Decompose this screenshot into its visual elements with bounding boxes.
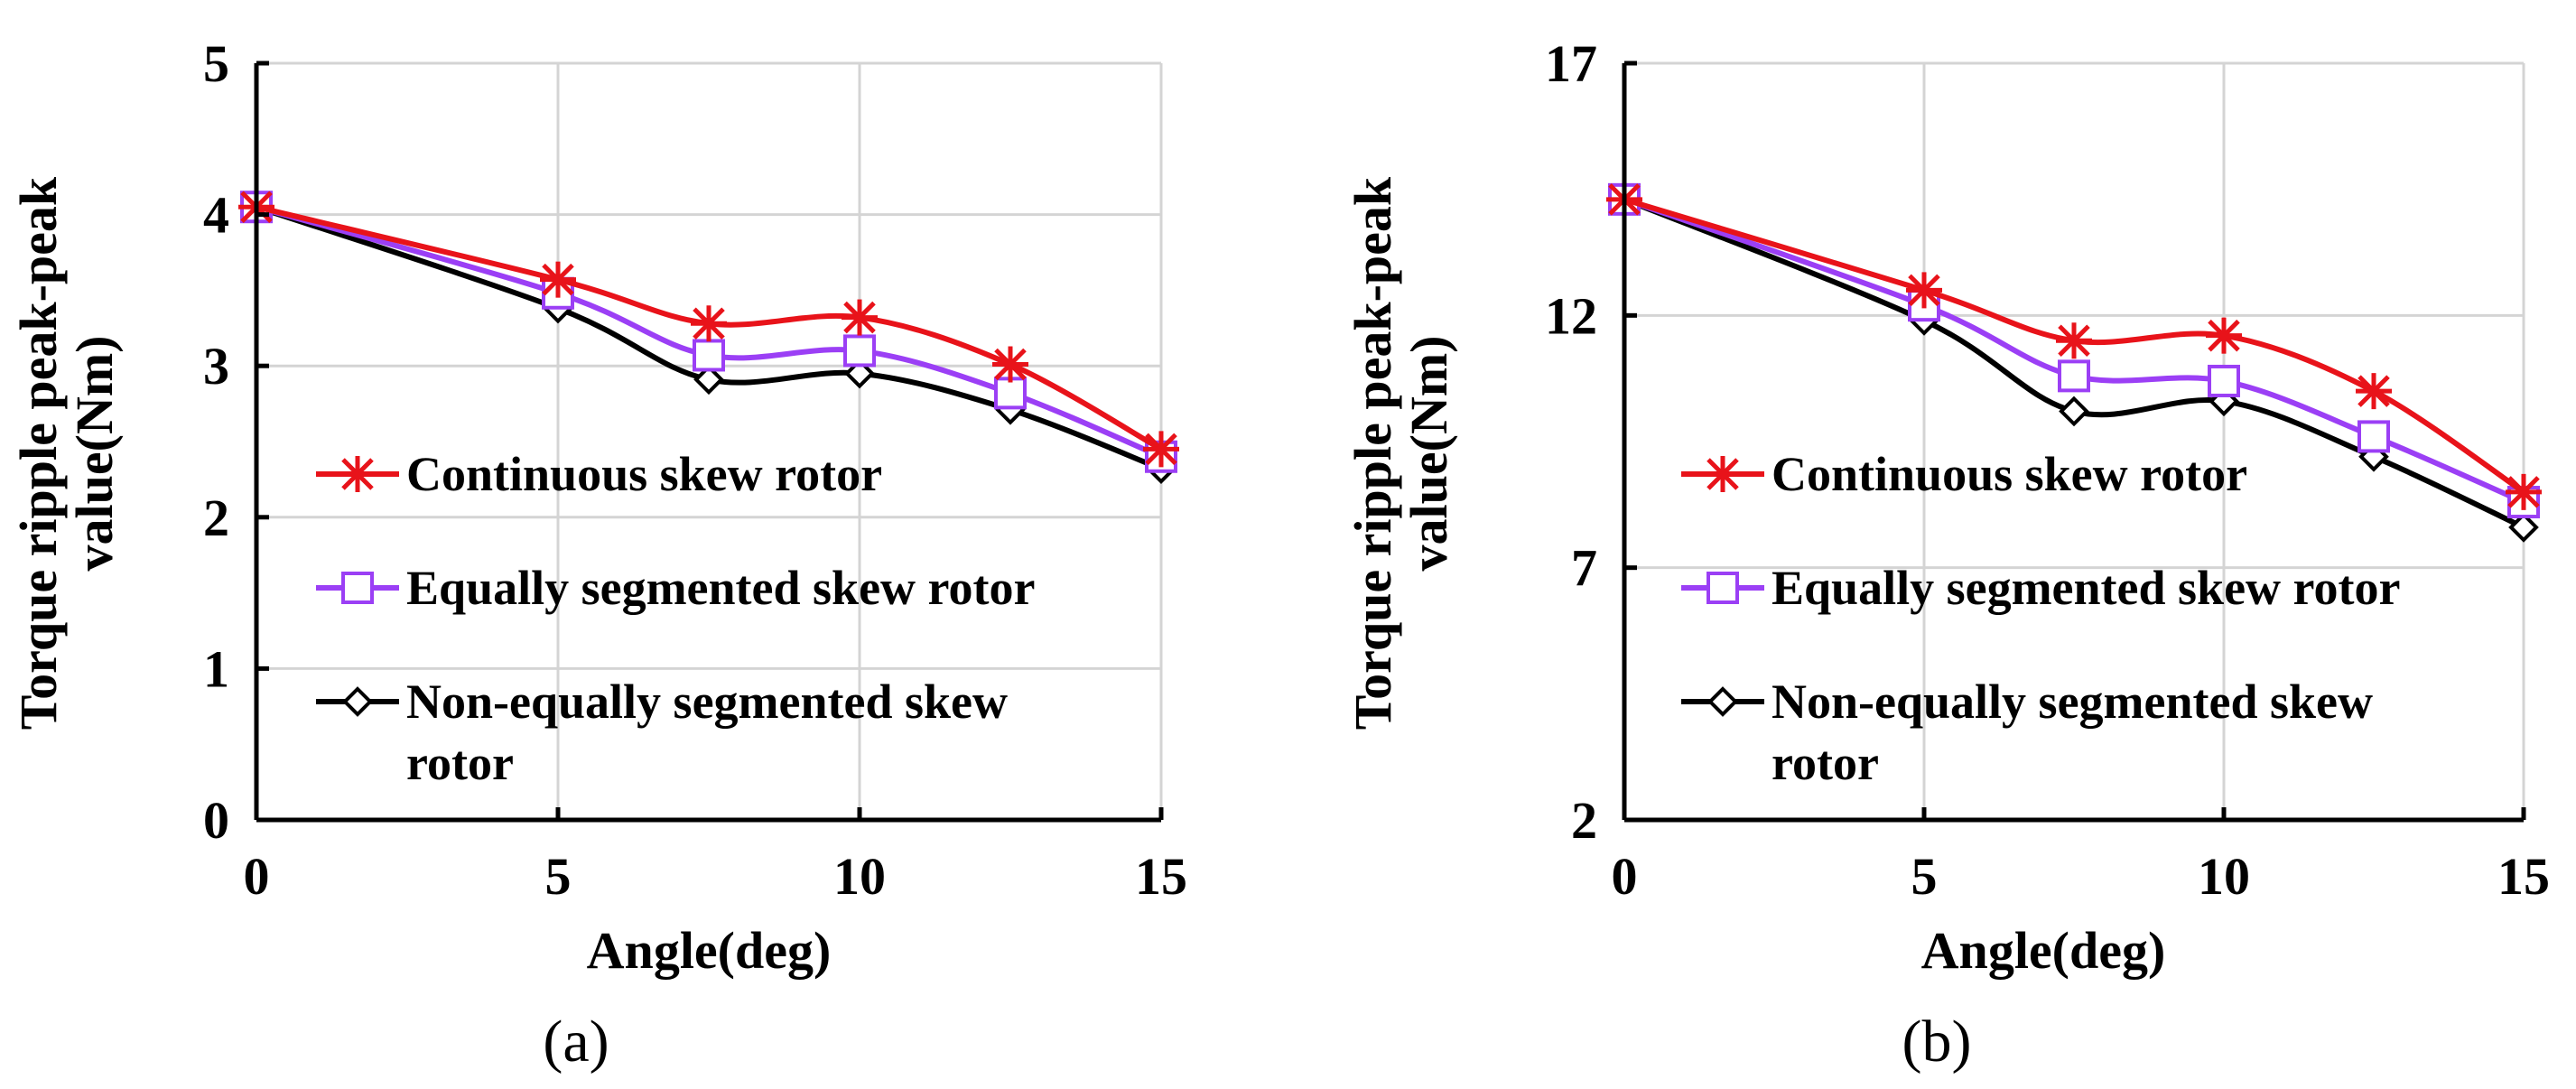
chart-a: 0 1 2 3 4 5 0 5 10 15 Torque ripple peak-peak val… [9,34,1187,1075]
chart-b-series-0-point-4 [2356,373,2392,410]
chart-b-legend-0-label: Continuous skew rotor [1772,447,2247,501]
chart-a-xlabel: Angle(deg) [587,921,832,980]
chart-b-xtick-label-0: 0 [1612,847,1638,906]
chart-b-series-0-line [1623,196,2525,495]
chart-b-series-2-point-2 [2059,396,2089,427]
chart-a-ytick-label-3: 3 [203,337,229,396]
chart-b-legend-1-label: Equally segmented skew rotor [1772,561,2401,615]
chart-b-grid [1624,61,2525,820]
chart-a-series-0-point-5 [1143,431,1179,468]
chart-a-series-0-point-2 [691,305,727,342]
chart-b-caption: (b) [1902,1009,1972,1075]
chart-a-xtick-label-3: 15 [1135,847,1187,906]
chart-b: 2 7 12 17 0 5 10 15 Torque ripple peak-peak val… [1344,34,2550,1075]
chart-b-series-0-point-1 [1906,272,1942,309]
chart-b-ytick-label-1: 7 [1571,539,1597,598]
chart-a-lines [238,189,1179,484]
chart-a-series-0-line [256,204,1163,451]
chart-b-ylabel-line2: value(Nm) [1400,336,1458,572]
chart-a-caption: (a) [543,1009,609,1075]
chart-b-xtick-label-3: 15 [2497,847,2550,906]
chart-a-xtick-label-2: 10 [833,847,886,906]
chart-b-series-0-point-2 [2056,322,2092,359]
chart-b-ticks: 2 7 12 17 0 5 10 15 [1545,34,2550,906]
chart-a-series-1-point-2 [693,339,725,372]
chart-a-xtick-label-0: 0 [244,847,270,906]
chart-a-legend-1-marker [341,572,374,604]
chart-b-series-0-point-5 [2506,473,2542,510]
chart-a-ytick-label-4: 4 [203,186,229,245]
chart-a-ylabel-line2: value(Nm) [65,336,124,572]
chart-a-axes [254,60,1164,823]
chart-b-legend-0-marker [1705,456,1741,492]
chart-a-ytick-label-5: 5 [203,34,229,93]
chart-b-ytick-label-2: 12 [1545,286,1597,345]
chart-b-ytick-label-0: 2 [1571,791,1597,850]
chart-b-legend: Continuous skew rotor Equally segmented s… [1681,447,2401,790]
chart-a-ticks: 0 1 2 3 4 5 0 5 10 15 [203,34,1187,906]
chart-b-series-1-point-3 [2208,364,2240,397]
chart-a-series-0-point-1 [540,261,576,298]
chart-a-series-2-point-3 [844,358,875,389]
chart-b-lines [1606,181,2542,543]
chart-a-xtick-label-1: 5 [545,847,572,906]
chart-a-ylabel-line1: Torque ripple peak-peak [9,176,68,730]
chart-b-ytick-label-3: 17 [1545,34,1597,93]
chart-b-legend-2-marker [1707,686,1738,717]
chart-b-axes [1622,60,2526,823]
chart-a-legend: Continuous skew rotor Equally segmented s… [316,447,1036,790]
chart-b-series-1-point-4 [2357,420,2390,453]
chart-b-series-1-point-2 [2058,359,2090,393]
chart-a-series-1-point-3 [843,334,876,368]
chart-b-legend-2-label: Non-equally segmented skew [1772,675,2373,729]
chart-a-legend-2-marker [342,686,373,717]
chart-b-xtick-label-2: 10 [2198,847,2250,906]
chart-b-xlabel: Angle(deg) [1921,921,2166,980]
chart-a-series-0-point-4 [992,346,1028,383]
chart-a-series-0-point-3 [842,299,878,336]
chart-a-ytick-label-0: 0 [203,791,229,850]
chart-b-legend-1-marker [1706,572,1739,604]
chart-a-legend-0-marker [339,456,376,492]
chart-a-legend-2-label-line2: rotor [406,736,514,790]
chart-a-series-2-point-2 [693,364,724,396]
chart-a-series-1-point-4 [994,377,1027,410]
chart-b-legend-2-label-line2: rotor [1772,736,1879,790]
chart-b-ylabel-line1: Torque ripple peak-peak [1344,176,1402,730]
chart-b-series-0-point-3 [2206,317,2242,354]
chart-a-ytick-label-2: 2 [203,489,229,547]
chart-b-series-2-point-5 [2508,512,2539,543]
chart-a-legend-2-label: Non-equally segmented skew [406,675,1008,729]
chart-a-legend-0-label: Continuous skew rotor [406,447,882,501]
chart-a-legend-1-label: Equally segmented skew rotor [406,561,1036,615]
chart-b-xtick-label-1: 5 [1911,847,1938,906]
chart-a-ytick-label-1: 1 [203,639,229,698]
